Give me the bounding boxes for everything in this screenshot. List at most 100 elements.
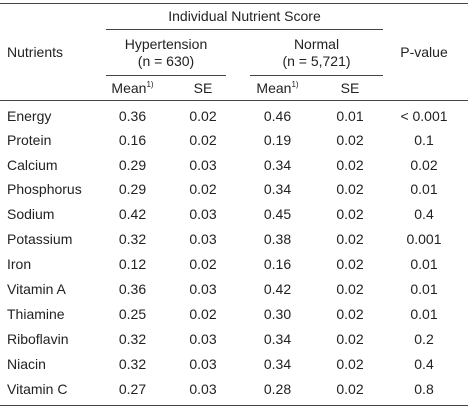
nutrient-name: Thiamine bbox=[7, 306, 65, 322]
h-se: 0.02 bbox=[189, 181, 217, 197]
table-row: Vitamin C 0.27 0.03 0.28 0.02 0.8 bbox=[0, 381, 468, 401]
table-row: Potassium 0.32 0.03 0.38 0.02 0.001 bbox=[0, 231, 468, 251]
nutrient-name: Niacin bbox=[7, 356, 46, 372]
h-mean: 0.29 bbox=[118, 181, 147, 197]
n-mean: 0.34 bbox=[263, 356, 292, 372]
n-mean: 0.42 bbox=[263, 281, 292, 297]
n-se: 0.02 bbox=[336, 281, 364, 297]
header-nutrients: Nutrients bbox=[7, 44, 64, 60]
nutrient-name: Protein bbox=[7, 132, 52, 148]
n-mean: 0.34 bbox=[263, 181, 292, 197]
h-mean: 0.27 bbox=[118, 381, 147, 397]
n-mean: 0.30 bbox=[263, 306, 292, 322]
mean-label: Mean bbox=[111, 80, 147, 96]
n-mean: 0.38 bbox=[263, 231, 292, 247]
nutrient-name: Vitamin A bbox=[7, 281, 66, 297]
h-mean: 0.25 bbox=[118, 306, 147, 322]
table-row: Vitamin A 0.36 0.03 0.42 0.02 0.01 bbox=[0, 281, 468, 301]
nutrient-name: Phosphorus bbox=[7, 181, 82, 197]
h-se: 0.02 bbox=[189, 132, 217, 148]
n-se: 0.02 bbox=[336, 206, 364, 222]
table-row: Sodium 0.42 0.03 0.45 0.02 0.4 bbox=[0, 206, 468, 226]
h-mean: 0.29 bbox=[118, 157, 147, 173]
p-value: 0.8 bbox=[414, 381, 434, 397]
h-mean: 0.42 bbox=[118, 206, 147, 222]
header-h-mean: Mean1) bbox=[100, 80, 165, 96]
mean-label: Mean bbox=[256, 80, 292, 96]
table-row: Phosphorus 0.29 0.02 0.34 0.02 0.01 bbox=[0, 181, 468, 201]
n-se: 0.02 bbox=[336, 331, 364, 347]
mean-footnote: 1) bbox=[146, 80, 154, 89]
n-se: 0.02 bbox=[336, 381, 364, 397]
h-se: 0.03 bbox=[189, 331, 217, 347]
nutrient-name: Energy bbox=[7, 108, 52, 124]
p-value: 0.01 bbox=[410, 281, 438, 297]
p-value: 0.4 bbox=[414, 356, 434, 372]
n-se: 0.02 bbox=[336, 132, 364, 148]
p-value: 0.2 bbox=[414, 331, 434, 347]
h-mean: 0.32 bbox=[118, 231, 147, 247]
n-mean: 0.46 bbox=[263, 108, 292, 124]
nutrient-name: Riboflavin bbox=[7, 331, 69, 347]
nutrient-name: Sodium bbox=[7, 206, 55, 222]
nutrient-name: Calcium bbox=[7, 157, 58, 173]
p-value: 0.01 bbox=[410, 306, 438, 322]
header-normal: Normal bbox=[293, 36, 340, 52]
h-se: 0.03 bbox=[189, 281, 217, 297]
header-hypertension: Hypertension bbox=[124, 36, 208, 52]
h-mean: 0.36 bbox=[118, 108, 147, 124]
header-normal-n: (n = 5,721) bbox=[282, 53, 351, 69]
header-h-se: SE bbox=[193, 80, 213, 96]
header-group-title: Individual Nutrient Score bbox=[168, 8, 321, 24]
nutrient-name: Vitamin C bbox=[7, 381, 68, 397]
n-se: 0.01 bbox=[336, 108, 364, 124]
n-mean: 0.34 bbox=[263, 331, 292, 347]
n-mean: 0.45 bbox=[263, 206, 292, 222]
p-value: 0.01 bbox=[410, 256, 438, 272]
n-se: 0.02 bbox=[336, 231, 364, 247]
table-row: Calcium 0.29 0.03 0.34 0.02 0.02 bbox=[0, 157, 468, 177]
h-se: 0.02 bbox=[189, 108, 217, 124]
header-bottom-rule bbox=[0, 100, 468, 101]
h-se: 0.03 bbox=[189, 381, 217, 397]
p-value: < 0.001 bbox=[400, 108, 448, 124]
table-row: Thiamine 0.25 0.02 0.30 0.02 0.01 bbox=[0, 306, 468, 326]
table-row: Iron 0.12 0.02 0.16 0.02 0.01 bbox=[0, 256, 468, 276]
n-se: 0.02 bbox=[336, 157, 364, 173]
h-mean: 0.12 bbox=[118, 256, 147, 272]
h-se: 0.03 bbox=[189, 356, 217, 372]
h-mean: 0.36 bbox=[118, 281, 147, 297]
h-mean: 0.16 bbox=[118, 132, 147, 148]
n-se: 0.02 bbox=[336, 306, 364, 322]
n-se: 0.02 bbox=[336, 256, 364, 272]
n-se: 0.02 bbox=[336, 356, 364, 372]
n-mean: 0.34 bbox=[263, 157, 292, 173]
table-row: Protein 0.16 0.02 0.19 0.02 0.1 bbox=[0, 132, 468, 152]
h-se: 0.03 bbox=[189, 231, 217, 247]
header-p-value: P-value bbox=[400, 44, 448, 60]
n-mean: 0.16 bbox=[263, 256, 292, 272]
h-se: 0.03 bbox=[189, 157, 217, 173]
table-row: Energy 0.36 0.02 0.46 0.01 < 0.001 bbox=[0, 108, 468, 128]
n-se: 0.02 bbox=[336, 181, 364, 197]
h-se: 0.02 bbox=[189, 306, 217, 322]
normal-underline bbox=[250, 75, 383, 76]
mean-footnote: 1) bbox=[291, 80, 299, 89]
p-value: 0.02 bbox=[410, 157, 438, 173]
hypertension-underline bbox=[106, 75, 226, 76]
header-n-mean: Mean1) bbox=[245, 80, 310, 96]
h-se: 0.02 bbox=[189, 256, 217, 272]
h-mean: 0.32 bbox=[118, 356, 147, 372]
table-bottom-rule bbox=[0, 405, 468, 406]
p-value: 0.1 bbox=[414, 132, 434, 148]
h-se: 0.03 bbox=[189, 206, 217, 222]
p-value: 0.4 bbox=[414, 206, 434, 222]
p-value: 0.001 bbox=[406, 231, 442, 247]
header-n-se: SE bbox=[340, 80, 360, 96]
h-mean: 0.32 bbox=[118, 331, 147, 347]
table-row: Niacin 0.32 0.03 0.34 0.02 0.4 bbox=[0, 356, 468, 376]
nutrient-name: Potassium bbox=[7, 231, 73, 247]
group-title-underline bbox=[106, 29, 383, 30]
table-row: Riboflavin 0.32 0.03 0.34 0.02 0.2 bbox=[0, 331, 468, 351]
